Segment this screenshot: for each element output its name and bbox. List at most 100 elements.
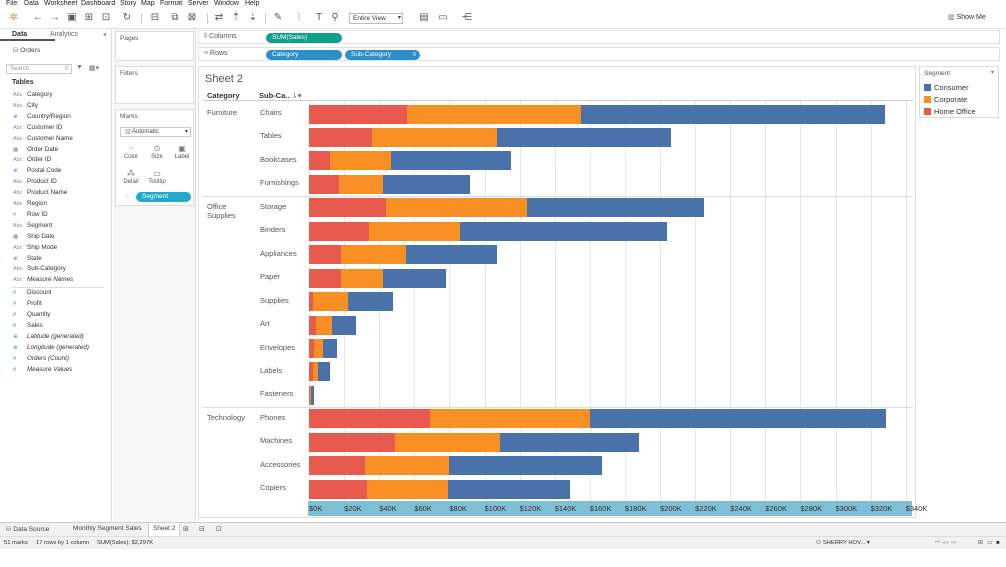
bar-segment[interactable] (309, 409, 431, 429)
bar-segment[interactable] (372, 127, 497, 147)
subcategory-label[interactable]: Tables (260, 131, 282, 141)
bar-segment[interactable] (309, 385, 310, 405)
bar-segment[interactable] (309, 479, 367, 499)
subcategory-label[interactable]: Copiers (260, 483, 286, 493)
bar-segment[interactable] (386, 198, 527, 218)
rows-shelf[interactable]: ≡ Rows Category Sub-Category ≡ (198, 47, 1000, 61)
bar-segment[interactable] (330, 151, 392, 171)
group-members-icon[interactable]: ⌇ (296, 12, 302, 23)
segment-color-pill[interactable]: Segment (136, 192, 191, 202)
subcategory-label[interactable]: Appliances (260, 248, 297, 258)
bar-segment[interactable] (314, 339, 324, 358)
bar-segment[interactable] (447, 479, 571, 499)
bar-segment[interactable] (340, 245, 406, 265)
menu-window[interactable]: Window (214, 0, 239, 7)
tableau-logo-icon[interactable]: ✲ (9, 12, 19, 23)
legend-menu-icon[interactable]: ▾ (991, 70, 995, 76)
subcategory-label[interactable]: Paper (260, 272, 281, 282)
bar-segment[interactable] (309, 198, 387, 218)
subcategory-header[interactable]: Sub-Ca.. ⇂▾ (259, 91, 302, 100)
share-icon[interactable]: ⋲ (462, 12, 472, 23)
save-icon[interactable]: ▣ (67, 12, 77, 23)
sort-descending-icon[interactable]: ⇣ (248, 12, 258, 23)
subcategory-label[interactable]: Envelopes (260, 342, 296, 352)
menu-help[interactable]: Help (245, 0, 260, 7)
bar-segment[interactable] (309, 432, 395, 452)
bar-segment[interactable] (500, 432, 639, 452)
clear-sheet-icon[interactable]: ⊠ (187, 12, 197, 23)
bar-segment[interactable] (316, 315, 332, 335)
bar-segment[interactable] (368, 221, 460, 241)
bar-segment[interactable] (309, 245, 341, 265)
subcategory-label[interactable]: Phones (260, 412, 286, 422)
view-options-icon[interactable]: ▦▾ (89, 65, 100, 72)
bar-segment[interactable] (405, 245, 497, 265)
tab-analytics[interactable]: Analytics (50, 31, 79, 38)
bar-segment[interactable] (394, 432, 501, 452)
menu-map[interactable]: Map (141, 0, 155, 7)
filter-icon[interactable]: ▼ (76, 64, 83, 71)
category-label[interactable]: Technology (207, 412, 245, 422)
refresh-icon[interactable]: ↻ (122, 12, 132, 23)
filters-card[interactable]: Filters (115, 66, 194, 104)
bar-segment[interactable] (312, 292, 348, 312)
legend-item[interactable]: Consumer (924, 83, 969, 93)
subcategory-label[interactable]: Accessories (260, 459, 301, 469)
swap-rows-columns-icon[interactable]: ⇄ (214, 12, 224, 23)
bar-segment[interactable] (526, 198, 704, 218)
show-me-button[interactable]: ▥ Show Me (948, 13, 986, 21)
tooltip-button[interactable]: ▭ Tooltip (146, 168, 168, 190)
tab-data-source[interactable]: ⛁ Data Source (6, 526, 50, 533)
bar-segment[interactable] (309, 292, 313, 312)
bar-segment[interactable] (338, 174, 383, 194)
bar-segment[interactable] (309, 127, 373, 147)
detail-button[interactable]: ⁂ Detail (120, 168, 142, 190)
size-button[interactable]: ⊙ Size (146, 143, 168, 165)
search-input[interactable]: Search ⚲ (6, 64, 72, 74)
bar-segment[interactable] (407, 104, 581, 124)
tab-monthly-segment-sales[interactable]: Monthly Segment Sales (73, 525, 142, 532)
bar-segment[interactable] (347, 292, 394, 312)
bar-segment[interactable] (340, 268, 383, 288)
new-data-source-icon[interactable]: ⊞ (84, 12, 94, 23)
bar-segment[interactable] (309, 315, 317, 335)
bar-segment[interactable] (581, 104, 885, 124)
subcategory-label[interactable]: Bookcases (260, 154, 297, 164)
sheet-navigation-icon[interactable]: ⏮ ◂ ▸ ⏭ (935, 540, 957, 546)
new-dashboard-icon[interactable]: ⊟ (199, 526, 205, 533)
subcategory-label[interactable]: Supplies (260, 295, 289, 305)
pause-updates-icon[interactable]: ⊡ (101, 12, 111, 23)
subcategory-label[interactable]: Binders (260, 225, 286, 235)
subcategory-label[interactable]: Chairs (260, 108, 282, 117)
subcategory-pill[interactable]: Sub-Category ≡ (345, 50, 420, 60)
columns-shelf[interactable]: ⦀ Columns SUM(Sales) (198, 30, 1000, 44)
bar-segment[interactable] (391, 151, 511, 171)
subcategory-label[interactable]: Storage (260, 201, 287, 211)
menu-data[interactable]: Data (24, 0, 39, 7)
x-axis[interactable]: $0K $20K $40K $60K $80K $100K $120K $140K $160K $… (308, 501, 927, 516)
bar-segment[interactable] (496, 127, 671, 147)
subcategory-label[interactable]: Furnishings (260, 178, 299, 188)
tabs-view-icon[interactable]: ■ (996, 540, 1000, 546)
new-story-icon[interactable]: ⊡ (216, 526, 222, 533)
bar-segment[interactable] (309, 221, 369, 241)
menu-story[interactable]: Story (120, 0, 137, 7)
color-button[interactable]: ⁘ Color (120, 143, 142, 165)
undo-icon[interactable]: ← (33, 12, 43, 23)
sum-sales-pill[interactable]: SUM(Sales) (266, 33, 342, 43)
bar-segment[interactable] (309, 456, 366, 476)
bar-segment[interactable] (309, 339, 315, 358)
sort-ascending-icon[interactable]: ⇡ (231, 12, 241, 23)
redo-icon[interactable]: → (50, 12, 60, 23)
subcategory-label[interactable]: Fasteners (260, 389, 294, 399)
bar-segment[interactable] (331, 315, 357, 335)
category-label[interactable]: Office Supplies (207, 201, 236, 220)
menu-dashboard[interactable]: Dashboard (81, 0, 116, 7)
bar-segment[interactable] (365, 456, 450, 476)
filmstrip-icon[interactable]: ▭ (987, 540, 993, 546)
menu-file[interactable]: File (6, 0, 18, 7)
menu-format[interactable]: Format (160, 0, 183, 7)
show-cards-icon[interactable]: ▤ (419, 12, 429, 23)
label-button[interactable]: ▣ Label (171, 143, 193, 165)
category-header[interactable]: Category (207, 91, 240, 100)
